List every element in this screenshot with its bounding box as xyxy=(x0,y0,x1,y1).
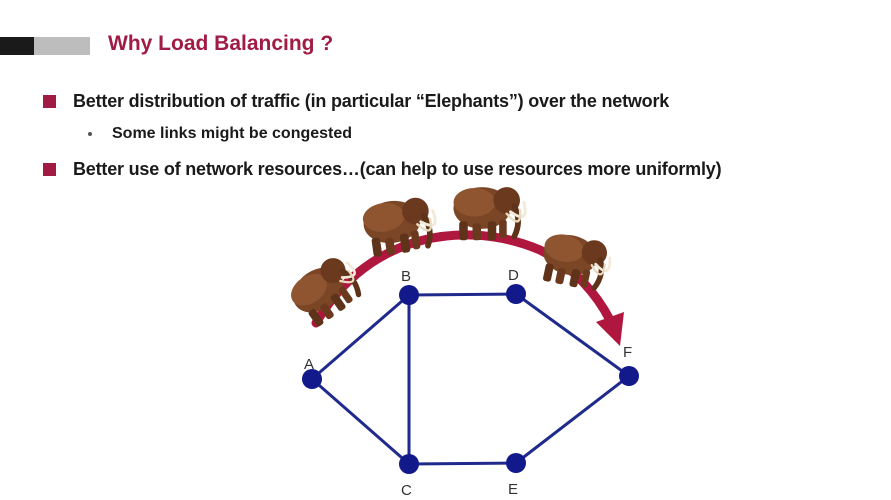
network-nodes: A B C D E F xyxy=(302,267,639,499)
node-label-c: C xyxy=(401,482,412,499)
mammoth-icon xyxy=(537,230,614,293)
bullet-text: Better use of network resources…(can hel… xyxy=(73,159,722,179)
network-links xyxy=(311,292,630,466)
node-d xyxy=(506,284,526,304)
link-b-d xyxy=(408,292,517,297)
node-label-e: E xyxy=(508,481,518,498)
node-label-d: D xyxy=(508,267,519,284)
sub-bullet-text: Some links might be congested xyxy=(112,125,353,142)
square-bullet-icon xyxy=(43,95,56,108)
node-f xyxy=(619,366,639,386)
bullet-item-1: Better distribution of traffic (in parti… xyxy=(43,91,670,112)
node-a xyxy=(302,369,322,389)
square-bullet-icon xyxy=(43,163,56,176)
node-c xyxy=(399,454,419,474)
link-d-f xyxy=(515,292,630,378)
bullet-item-2: Better use of network resources…(can hel… xyxy=(43,159,722,180)
link-e-f xyxy=(515,374,630,465)
sub-bullet-item-1: Some links might be congested xyxy=(88,125,353,143)
node-label-f: F xyxy=(623,344,632,361)
node-label-a: A xyxy=(304,356,314,373)
link-a-c xyxy=(311,377,410,466)
title-decoration-bar xyxy=(0,37,100,55)
traffic-flow-arrow xyxy=(311,230,624,346)
bullet-text: Better distribution of traffic (in parti… xyxy=(73,91,670,111)
node-b xyxy=(399,285,419,305)
mammoth-icon xyxy=(454,187,526,240)
dot-bullet-icon xyxy=(88,132,92,136)
link-c-e xyxy=(408,461,517,466)
slide-title: Why Load Balancing ? xyxy=(108,32,334,55)
title-bar-gray-block xyxy=(34,37,90,55)
node-label-b: B xyxy=(401,268,411,285)
title-bar-black-block xyxy=(0,37,34,55)
node-e xyxy=(506,453,526,473)
mammoth-icon xyxy=(285,250,369,330)
link-a-b xyxy=(311,293,410,381)
